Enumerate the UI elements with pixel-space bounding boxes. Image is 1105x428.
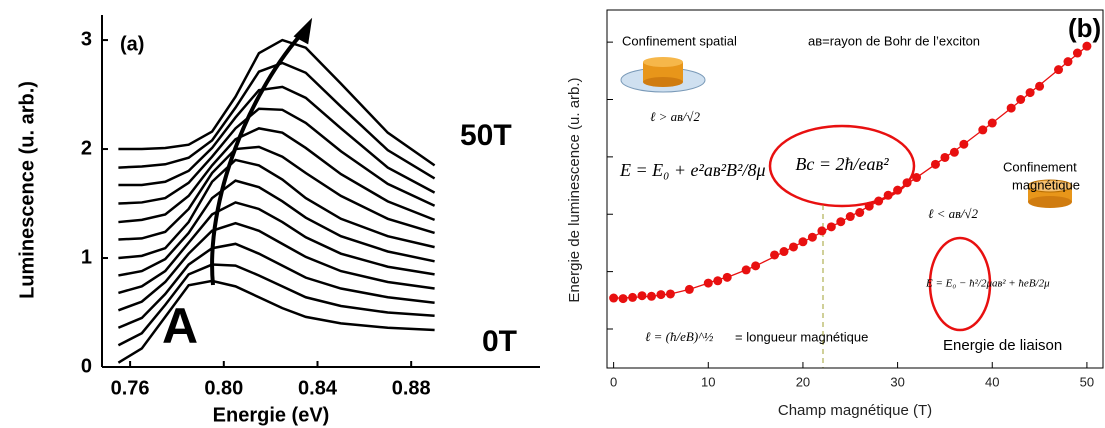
y-axis-label: Energie de luminescence (u. arb.) — [566, 77, 583, 302]
annotation: 0T — [482, 325, 517, 358]
annotation: magnétique — [1012, 177, 1080, 192]
data-point — [637, 291, 647, 301]
annotation: = longueur magnétique — [735, 329, 868, 344]
x-tick-label: 0.88 — [392, 377, 431, 399]
series-line — [613, 45, 1088, 299]
cylinder-icon — [1027, 179, 1073, 208]
series-line — [118, 201, 435, 295]
series-line — [118, 107, 436, 207]
x-tick-label: 20 — [796, 374, 810, 389]
x-axis-label: Champ magnétique (T) — [778, 402, 932, 419]
x-tick-label: 40 — [985, 374, 999, 389]
annotation: ℓ < aʙ/√2 — [928, 206, 979, 221]
series-line — [118, 158, 435, 260]
highlight-ellipse — [768, 124, 916, 208]
x-tick-label: 0 — [610, 374, 617, 389]
x-tick-label: 0.76 — [111, 377, 150, 399]
annotation: ℓ = (ħ/eB)^½ — [645, 329, 714, 344]
series-line — [118, 179, 435, 277]
series-line — [117, 242, 435, 329]
y-tick-label: 3 — [81, 28, 92, 50]
y-tick-label: 2 — [81, 137, 92, 159]
annotation: Energie de liaison — [943, 337, 1062, 354]
annotation: aʙ=rayon de Bohr de l’exciton — [808, 33, 980, 48]
y-tick-label: 1 — [81, 246, 92, 268]
y-tick-label: 0 — [81, 355, 92, 377]
annotation: E = E₀ + e²aʙ²B²/8μ — [619, 160, 766, 180]
series-line — [118, 85, 436, 194]
plot-frame — [606, 9, 1104, 369]
annotation: ℓ > aʙ/√2 — [650, 109, 701, 124]
x-tick-label: 0.84 — [298, 377, 338, 399]
annotation: (a) — [120, 33, 144, 55]
x-tick-label: 10 — [701, 374, 715, 389]
x-tick-label: 0.80 — [204, 377, 243, 399]
annotation: Bc = 2ħ/eaʙ² — [795, 154, 889, 174]
series-line — [118, 127, 436, 224]
cylinder-icon — [620, 57, 706, 93]
annotation: (b) — [1068, 13, 1101, 43]
series-line — [118, 61, 436, 180]
highlight-ellipse — [928, 236, 992, 332]
y-axis-label: Luminescence (u. arb.) — [16, 81, 38, 299]
series-line — [117, 221, 435, 312]
series-line — [118, 145, 435, 241]
series-line — [117, 263, 435, 347]
annotation: Confinement spatial — [622, 33, 737, 48]
x-tick-label: 50 — [1080, 374, 1094, 389]
annotation: Confinement — [1003, 159, 1077, 174]
annotation: A — [162, 298, 198, 354]
x-axis-label: Energie (eV) — [213, 404, 330, 426]
annotation: 50T — [460, 119, 512, 152]
x-tick-label: 30 — [890, 374, 904, 389]
arrow-head — [293, 17, 313, 45]
series-line — [117, 279, 435, 364]
annotation: E = E₀ − ħ²/2μaʙ² + ħeB/2μ — [925, 278, 1050, 290]
series-line — [118, 38, 436, 167]
